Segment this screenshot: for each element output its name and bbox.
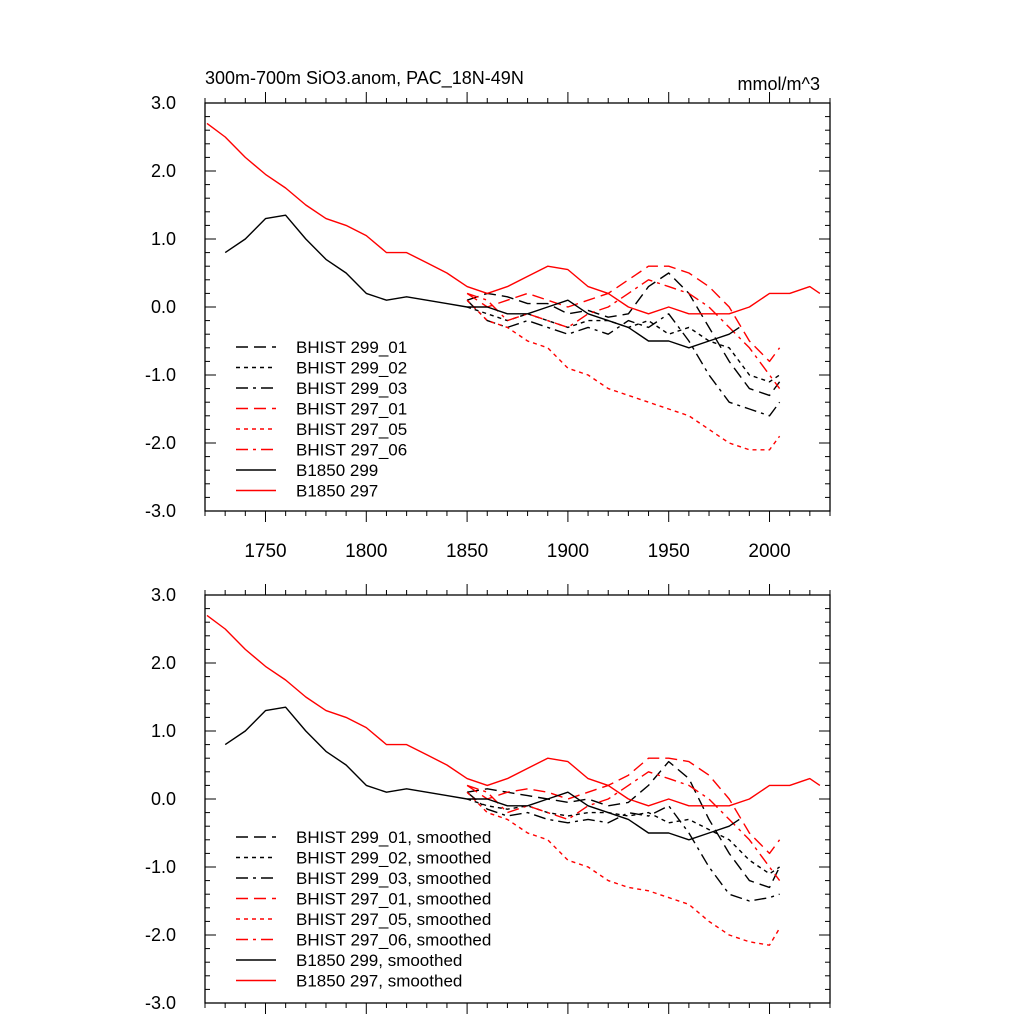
legend-label: BHIST 299_01, smoothed (296, 828, 491, 847)
series-lines (206, 614, 821, 946)
x-tick-label: 1900 (547, 541, 589, 562)
series-line-4 (466, 757, 781, 855)
y-tick-label: 3.0 (151, 585, 176, 605)
series-line-2 (466, 798, 780, 875)
series-line-8 (206, 614, 821, 807)
series-line-7 (224, 706, 740, 841)
series-line-3 (466, 299, 781, 417)
legend-label: BHIST 297_06 (296, 441, 407, 460)
units-label: mmol/m^3 (738, 74, 820, 94)
series-line-4 (466, 265, 781, 363)
x-tick-label: 1800 (345, 541, 387, 562)
legend-label: BHIST 297_05 (296, 420, 407, 439)
y-tick-label: 2.0 (151, 161, 176, 181)
series-line-6 (466, 279, 781, 390)
series-line-6 (466, 771, 781, 882)
top-panel: 300m-700m SiO3.anom, PAC_18N-49N mmol/m^3… (145, 68, 831, 562)
legend-label: B1850 297, smoothed (296, 972, 462, 991)
legend-label: BHIST 297_01, smoothed (296, 890, 491, 909)
y-tick-label: 3.0 (151, 93, 176, 113)
y-tick-label: -3.0 (145, 993, 176, 1013)
y-tick-label: 0.0 (151, 789, 176, 809)
x-tick-label: 2000 (748, 541, 790, 562)
series-line-1 (466, 272, 781, 397)
y-tick-label: 2.0 (151, 653, 176, 673)
bottom-panel: 3.0 2.0 1.0 0.0 -1.0 -2.0 -3.0 BHIST 299_01, sm… (145, 584, 831, 1014)
chart-title: 300m-700m SiO3.anom, PAC_18N-49N (205, 68, 524, 89)
legend-label: BHIST 299_02 (296, 359, 407, 378)
axes: 3.0 2.0 1.0 0.0 -1.0 -2.0 -3.0 1750 1800 1850 1900… (145, 92, 831, 562)
legend-label: B1850 299 (296, 461, 378, 480)
legend-label: B1850 297 (296, 482, 378, 501)
x-tick-label: 1750 (244, 541, 286, 562)
axes: 3.0 2.0 1.0 0.0 -1.0 -2.0 -3.0 (145, 584, 831, 1014)
y-tick-label: -1.0 (145, 857, 176, 877)
y-tick-label: 0.0 (151, 297, 176, 317)
y-tick-label: 1.0 (151, 721, 176, 741)
series-line-3 (466, 791, 780, 902)
y-tick-label: -3.0 (145, 501, 176, 521)
series-line-7 (224, 214, 740, 349)
y-tick-label: 1.0 (151, 229, 176, 249)
series-lines (206, 122, 821, 451)
legend-label: BHIST 297_01 (296, 400, 407, 419)
x-tick-label: 1850 (446, 541, 488, 562)
y-tick-label: -2.0 (145, 433, 176, 453)
legend-label: BHIST 299_02, smoothed (296, 849, 491, 868)
series-line-5 (466, 791, 781, 946)
y-tick-label: -1.0 (145, 365, 176, 385)
series-line-5 (466, 299, 781, 451)
legend-label: BHIST 297_05, smoothed (296, 910, 491, 929)
legend-label: BHIST 299_03 (296, 379, 407, 398)
legend-label: BHIST 297_06, smoothed (296, 931, 491, 950)
series-line-8 (206, 122, 821, 315)
x-tick-label: 1950 (648, 541, 690, 562)
legend-label: BHIST 299_01 (296, 338, 407, 357)
y-tick-label: -2.0 (145, 925, 176, 945)
legend: BHIST 299_01, smoothed BHIST 299_02, smoo… (236, 828, 491, 991)
series-line-1 (466, 760, 781, 889)
legend-label: BHIST 299_03, smoothed (296, 869, 491, 888)
legend-label: B1850 299, smoothed (296, 951, 462, 970)
